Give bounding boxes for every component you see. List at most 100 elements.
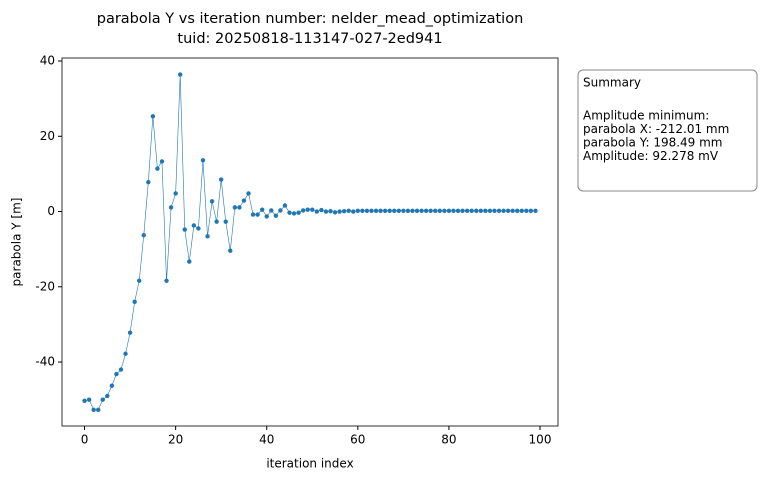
data-point: [155, 166, 160, 171]
y-tick-label: 40: [40, 54, 55, 68]
data-point: [168, 205, 174, 210]
data-point: [200, 158, 206, 163]
data-point: [228, 248, 233, 253]
data-point: [109, 383, 115, 388]
data-point: [455, 208, 461, 213]
data-point: [91, 407, 96, 413]
data-point: [401, 208, 406, 213]
data-point: [250, 212, 256, 217]
data-point: [410, 208, 415, 213]
data-point: [378, 208, 383, 213]
y-tick-label: -40: [35, 355, 55, 369]
data-point: [237, 205, 242, 210]
data-point: [191, 223, 197, 228]
data-point: [524, 208, 529, 213]
data-point: [337, 209, 342, 214]
summary-box: [577, 69, 758, 192]
data-point: [328, 208, 333, 214]
data-point: [469, 208, 474, 213]
data-point: [86, 397, 92, 402]
data-point: [300, 208, 306, 213]
data-point: [501, 208, 506, 213]
data-point: [164, 278, 169, 283]
summary-line: parabola Y: 198.49 mm: [583, 136, 723, 150]
data-point: [182, 227, 187, 232]
data-point: [141, 233, 146, 238]
data-point: [218, 177, 224, 182]
data-point: [414, 208, 420, 213]
data-point: [442, 208, 447, 213]
data-point: [437, 208, 443, 213]
data-point: [351, 209, 356, 214]
data-line: [84, 74, 536, 411]
data-point: [105, 393, 110, 399]
data-point: [332, 210, 338, 215]
y-tick-label: 0: [47, 204, 55, 218]
data-point: [433, 208, 438, 213]
data-point: [323, 209, 329, 214]
x-axis-label: iteration index: [266, 457, 353, 471]
data-point: [382, 208, 388, 213]
y-tick-label: 20: [40, 129, 55, 143]
data-point: [319, 207, 324, 213]
data-point: [346, 208, 351, 213]
data-point: [474, 208, 479, 213]
summary-line: parabola X: -212.01 mm: [583, 122, 729, 136]
data-point: [159, 159, 165, 164]
x-tick-label: 60: [350, 433, 365, 447]
x-tick-label: 40: [259, 433, 274, 447]
data-point: [214, 219, 219, 224]
data-point: [269, 208, 274, 213]
data-point: [373, 208, 379, 213]
data-point: [369, 208, 374, 213]
data-point: [196, 226, 201, 231]
chart-title: parabola Y vs iteration number: nelder_m…: [97, 11, 524, 27]
data-point: [187, 259, 192, 264]
data-point: [419, 208, 424, 213]
data-point: [492, 208, 497, 213]
data-point: [310, 207, 315, 212]
data-point: [496, 208, 502, 213]
data-point: [127, 330, 133, 335]
data-point: [296, 210, 301, 215]
data-point: [177, 72, 183, 77]
data-point: [173, 191, 178, 196]
data-point: [82, 398, 87, 403]
x-tick-label: 0: [81, 433, 89, 447]
y-axis-label: parabola Y [m]: [10, 198, 24, 287]
summary-line: Amplitude minimum:: [583, 109, 709, 123]
data-point: [150, 114, 156, 119]
data-point: [533, 208, 538, 213]
data-point: [287, 210, 292, 215]
data-point: [483, 208, 488, 213]
data-point: [146, 179, 151, 185]
data-point: [460, 208, 465, 213]
data-point: [241, 198, 247, 203]
data-point: [423, 208, 429, 213]
data-point: [478, 208, 483, 213]
data-point: [123, 351, 128, 356]
data-point: [341, 208, 347, 214]
data-point: [515, 208, 520, 213]
data-point: [396, 208, 402, 213]
data-point: [264, 214, 269, 219]
data-point: [314, 209, 320, 214]
data-point: [519, 208, 524, 213]
y-tick-label: -20: [35, 279, 55, 293]
data-point: [505, 208, 511, 213]
data-point: [528, 208, 534, 213]
data-point: [392, 208, 397, 213]
data-point: [464, 208, 470, 213]
x-tick-label: 80: [441, 433, 456, 447]
data-point: [428, 208, 433, 213]
data-point: [96, 407, 101, 413]
data-point: [510, 208, 515, 213]
data-point: [446, 208, 452, 213]
data-point: [405, 208, 411, 213]
data-point: [137, 278, 142, 283]
data-point: [355, 208, 361, 213]
x-tick-label: 100: [529, 433, 552, 447]
summary-line: Amplitude: 92.278 mV: [583, 149, 719, 163]
data-point: [255, 212, 260, 217]
